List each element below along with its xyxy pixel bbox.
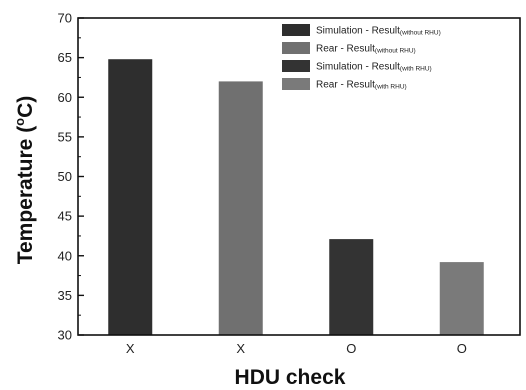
y-tick-label: 65 (58, 50, 72, 65)
legend: Simulation - Result(without RHU)Rear - R… (282, 24, 441, 91)
x-tick-label: O (457, 341, 467, 356)
bar (439, 262, 484, 335)
legend-label-name: Rear - Result (316, 44, 375, 55)
y-axis-ticks: 30 35 40 45 50 55 60 65 70 (58, 11, 84, 343)
y-axis-title-unit: C) (14, 96, 37, 118)
y-tick-label: 70 (58, 11, 72, 26)
x-tick-label: X (126, 341, 135, 356)
y-tick-label: 40 (58, 248, 72, 263)
legend-label: Rear - Result(with RHU) (316, 80, 407, 91)
legend-swatch (282, 24, 310, 36)
y-tick-label: 30 (58, 328, 72, 343)
plot-frame (77, 17, 521, 336)
bars (108, 59, 484, 336)
legend-label-qualifier: (without RHU) (400, 30, 441, 37)
bar (329, 239, 374, 335)
legend-label: Simulation - Result(without RHU) (316, 26, 441, 37)
legend-label-name: Simulation - Result (316, 26, 400, 37)
bar (218, 81, 263, 336)
x-axis-title: HDU check (235, 366, 346, 389)
legend-label-name: Simulation - Result (316, 62, 400, 73)
y-tick-label: 35 (58, 288, 72, 303)
y-axis-title-degree: o (12, 118, 27, 126)
y-tick-label: 45 (58, 209, 72, 224)
bar (108, 59, 153, 336)
x-tick-label: O (346, 341, 356, 356)
y-tick-label: 50 (58, 169, 72, 184)
y-axis-title: Temperature (oC) (12, 96, 37, 265)
legend-swatch (282, 78, 310, 90)
legend-swatch (282, 42, 310, 54)
legend-label-name: Rear - Result (316, 80, 375, 91)
legend-label: Simulation - Result(with RHU) (316, 62, 432, 73)
legend-label: Rear - Result(without RHU) (316, 44, 416, 55)
legend-label-qualifier: (with RHU) (400, 66, 432, 73)
x-tick-label: X (236, 341, 245, 356)
y-tick-label: 60 (58, 90, 72, 105)
legend-label-qualifier: (with RHU) (375, 84, 407, 91)
legend-swatch (282, 60, 310, 72)
legend-label-qualifier: (without RHU) (375, 48, 416, 55)
y-tick-label: 55 (58, 129, 72, 144)
